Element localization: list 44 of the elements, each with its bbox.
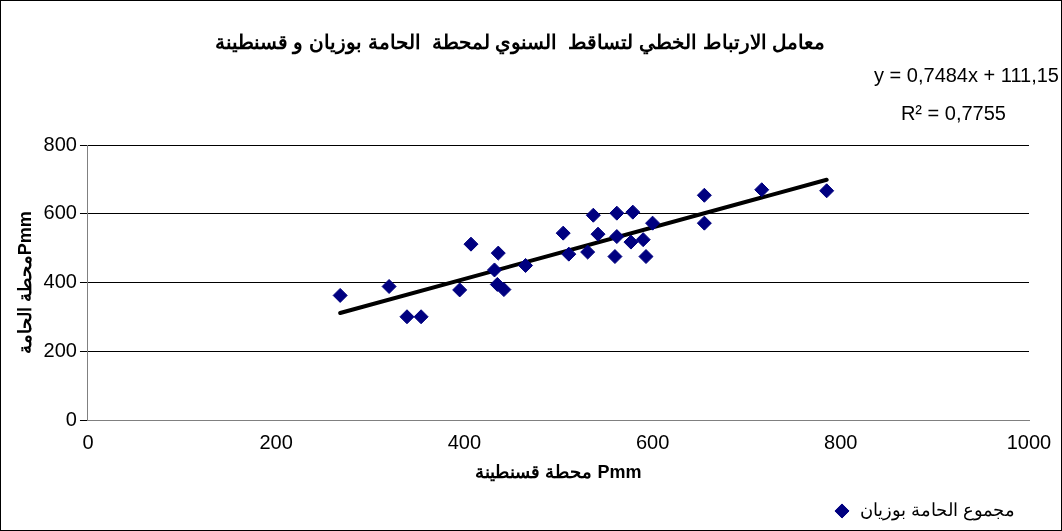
- x-tick-label: 600: [635, 430, 670, 453]
- legend-label: مجموع الحامة بوزيان: [860, 499, 1016, 521]
- y-tick-label: 800: [43, 132, 77, 155]
- x-tick-label: 400: [447, 430, 482, 453]
- y-tick-label: 400: [43, 270, 77, 293]
- point: [555, 225, 571, 241]
- y-tick-label: 0: [65, 407, 77, 430]
- y-tick-label: 200: [43, 339, 77, 362]
- point: [819, 183, 835, 199]
- point: [490, 245, 506, 261]
- x-tick-label: 0: [82, 430, 94, 453]
- point: [585, 207, 601, 223]
- point: [452, 282, 468, 298]
- text: y = 0,7484x + 111,15: [874, 63, 1059, 86]
- y-tick-label: 600: [43, 201, 77, 224]
- x-tick-label: 800: [824, 430, 858, 453]
- point: [638, 249, 654, 265]
- x-tick-label: 200: [259, 430, 293, 453]
- point: [607, 249, 623, 265]
- point: [696, 215, 712, 231]
- point: [623, 234, 639, 250]
- point: [754, 182, 770, 198]
- point: [696, 187, 712, 203]
- point: [609, 205, 625, 221]
- point: [332, 287, 348, 303]
- point: [413, 309, 429, 325]
- point: [518, 257, 534, 273]
- chart-title: معامل الارتباط الخطي لتساقط السنوي لمحطة الحامة بوزيان و قسنطينة: [214, 30, 826, 55]
- x-tick-label: 1000: [1006, 430, 1052, 453]
- y-axis-title: محطة الحامةPmm: [14, 211, 35, 355]
- point: [625, 204, 641, 220]
- point: [486, 262, 502, 278]
- point: [590, 226, 606, 242]
- point: [561, 246, 577, 262]
- point: [399, 309, 415, 325]
- point: [645, 215, 661, 231]
- point: [496, 282, 512, 298]
- point: [635, 232, 651, 248]
- point: [580, 244, 596, 260]
- point: [381, 278, 397, 294]
- text: R² = 0,7755: [900, 101, 1006, 124]
- x-axis-title: محطة قسنطينة Pmm: [475, 462, 642, 483]
- point: [609, 229, 625, 245]
- point: [463, 236, 479, 252]
